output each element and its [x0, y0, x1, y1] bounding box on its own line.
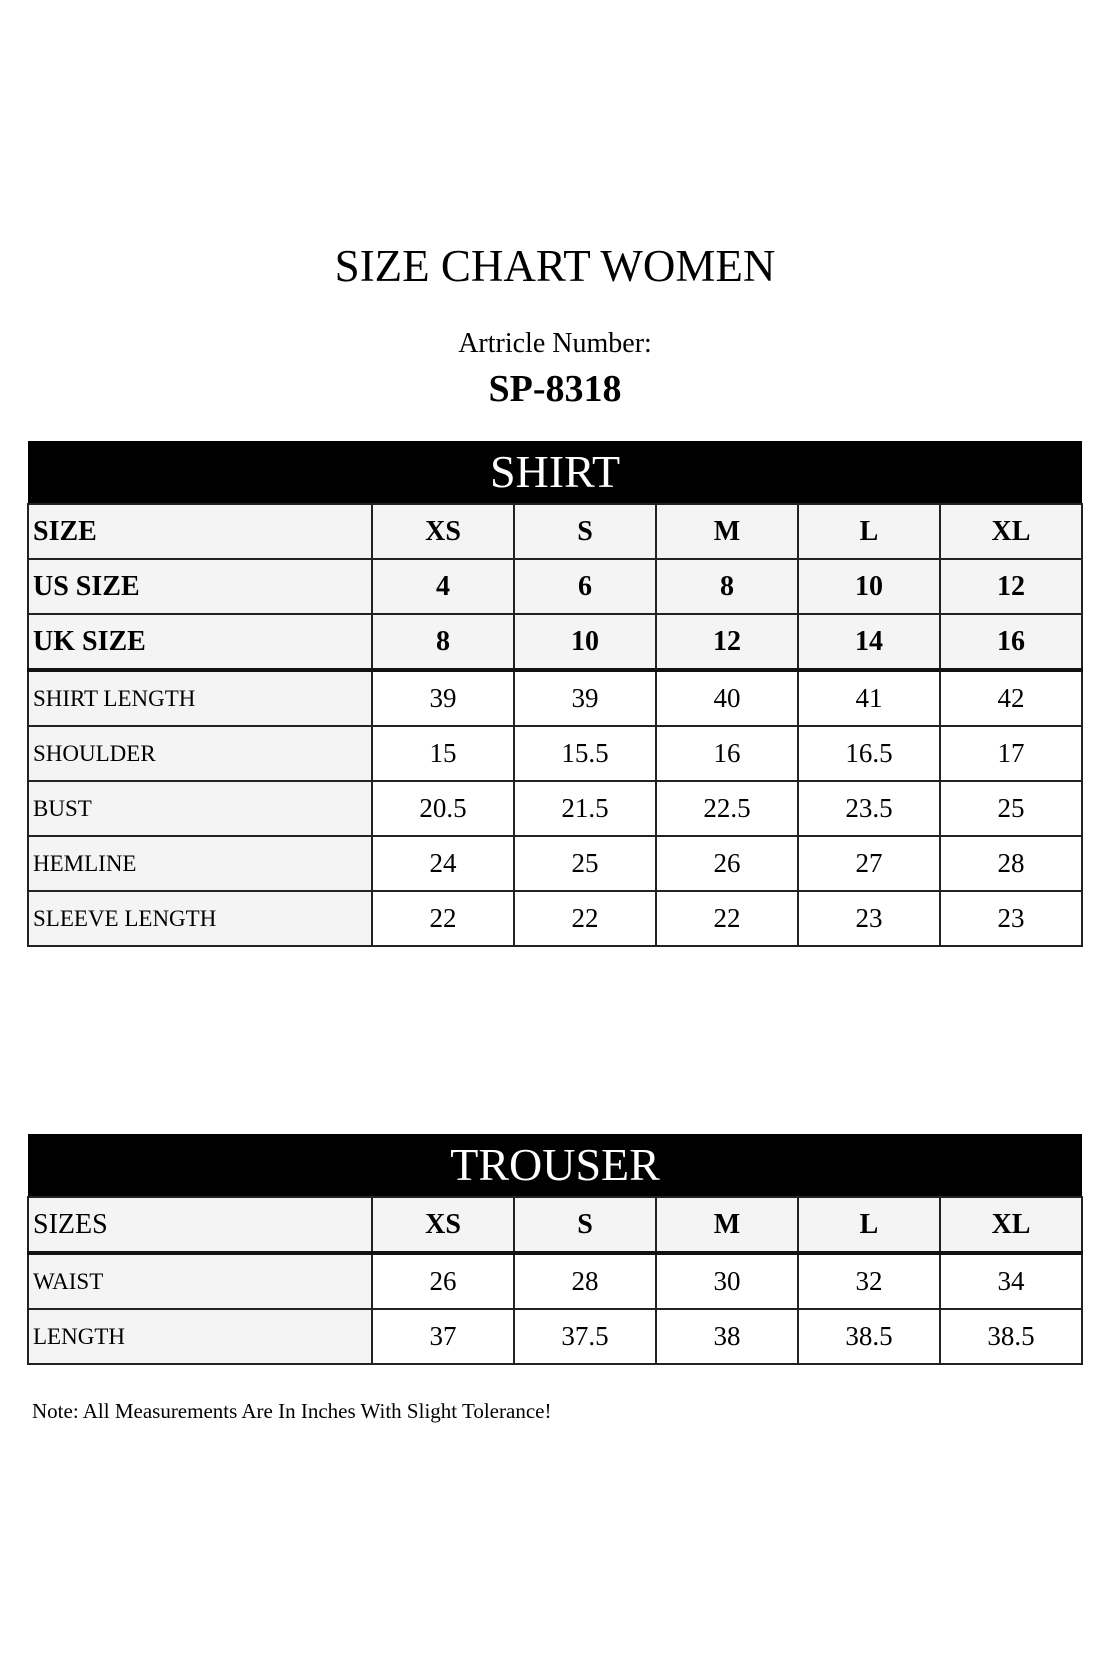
shirt-table-row: HEMLINE 24 25 26 27 28 [27, 835, 1084, 892]
trouser-size-table: TROUSER SIZES XS S M L XL WAIST 26 28 30 32 34 LENGT… [27, 1134, 1084, 1365]
header-cell: 4 [371, 558, 515, 615]
value-cell: 39 [513, 669, 657, 727]
shirt-header-row: US SIZE 4 6 8 10 12 [27, 558, 1084, 615]
header-cell: M [655, 503, 799, 560]
value-cell: 24 [371, 835, 515, 892]
row-label: UK SIZE [27, 613, 373, 672]
trouser-table-heading: TROUSER [28, 1134, 1083, 1197]
value-cell: 22.5 [655, 780, 799, 837]
value-cell: 26 [371, 1252, 515, 1310]
page-title: SIZE CHART WOMEN [334, 241, 776, 291]
header-cell: 10 [797, 558, 941, 615]
value-cell: 16.5 [797, 725, 941, 782]
value-cell: 32 [797, 1252, 941, 1310]
value-cell: 41 [797, 669, 941, 727]
value-cell: 21.5 [513, 780, 657, 837]
header-cell: 8 [655, 558, 799, 615]
row-label: SIZES [27, 1196, 373, 1255]
value-cell: 40 [655, 669, 799, 727]
header-cell: 12 [938, 558, 1084, 615]
trouser-table-row: LENGTH 37 37.5 38 38.5 38.5 [27, 1308, 1084, 1365]
header-cell: S [513, 503, 657, 560]
value-cell: 28 [513, 1252, 657, 1310]
shirt-table-heading: SHIRT [28, 441, 1083, 504]
row-label: LENGTH [27, 1308, 373, 1365]
row-label: BUST [27, 780, 373, 837]
header-cell: S [513, 1196, 657, 1255]
header-cell: XS [371, 1196, 515, 1255]
header-cell: M [655, 1196, 799, 1255]
trouser-header-row: SIZES XS S M L XL [27, 1196, 1084, 1255]
value-cell: 28 [938, 835, 1084, 892]
article-number-label: Artricle Number: [458, 328, 652, 359]
header-cell: 12 [655, 613, 799, 672]
header-cell: L [797, 503, 941, 560]
trouser-table-row: WAIST 26 28 30 32 34 [27, 1252, 1084, 1310]
shirt-table-row: SHOULDER 15 15.5 16 16.5 17 [27, 725, 1084, 782]
row-label: SIZE [27, 503, 373, 560]
value-cell: 15 [371, 725, 515, 782]
value-cell: 30 [655, 1252, 799, 1310]
header-cell: 14 [797, 613, 941, 672]
value-cell: 38.5 [938, 1308, 1084, 1365]
value-cell: 38.5 [797, 1308, 941, 1365]
article-number: SP-8318 [488, 368, 622, 410]
value-cell: 20.5 [371, 780, 515, 837]
measurement-note: Note: All Measurements Are In Inches Wit… [32, 1399, 552, 1423]
shirt-header-row: SIZE XS S M L XL [27, 503, 1084, 560]
value-cell: 16 [655, 725, 799, 782]
value-cell: 38 [655, 1308, 799, 1365]
value-cell: 25 [513, 835, 657, 892]
row-label: HEMLINE [27, 835, 373, 892]
header-cell: XL [938, 503, 1084, 560]
value-cell: 23 [938, 890, 1084, 947]
value-cell: 39 [371, 669, 515, 727]
value-cell: 22 [371, 890, 515, 947]
value-cell: 23.5 [797, 780, 941, 837]
row-label: SHOULDER [27, 725, 373, 782]
shirt-table-row: SHIRT LENGTH 39 39 40 41 42 [27, 669, 1084, 727]
value-cell: 37 [371, 1308, 515, 1365]
header-cell: XL [938, 1196, 1084, 1255]
shirt-size-table: SHIRT SIZE XS S M L XL US SIZE 4 6 8 10 12 UK SIZE 8 1… [27, 441, 1084, 947]
row-label: WAIST [27, 1252, 373, 1310]
header-cell: 16 [938, 613, 1084, 672]
shirt-table-row: SLEEVE LENGTH 22 22 22 23 23 [27, 890, 1084, 947]
value-cell: 22 [655, 890, 799, 947]
value-cell: 23 [797, 890, 941, 947]
value-cell: 26 [655, 835, 799, 892]
header-cell: 10 [513, 613, 657, 672]
row-label: US SIZE [27, 558, 373, 615]
header-cell: 6 [513, 558, 657, 615]
row-label: SHIRT LENGTH [27, 669, 373, 727]
shirt-header-row: UK SIZE 8 10 12 14 16 [27, 613, 1084, 672]
header-cell: L [797, 1196, 941, 1255]
value-cell: 17 [938, 725, 1084, 782]
value-cell: 37.5 [513, 1308, 657, 1365]
value-cell: 27 [797, 835, 941, 892]
value-cell: 15.5 [513, 725, 657, 782]
value-cell: 34 [938, 1252, 1084, 1310]
value-cell: 25 [938, 780, 1084, 837]
shirt-table-row: BUST 20.5 21.5 22.5 23.5 25 [27, 780, 1084, 837]
value-cell: 42 [938, 669, 1084, 727]
row-label: SLEEVE LENGTH [27, 890, 373, 947]
header-cell: 8 [371, 613, 515, 672]
value-cell: 22 [513, 890, 657, 947]
header-cell: XS [371, 503, 515, 560]
